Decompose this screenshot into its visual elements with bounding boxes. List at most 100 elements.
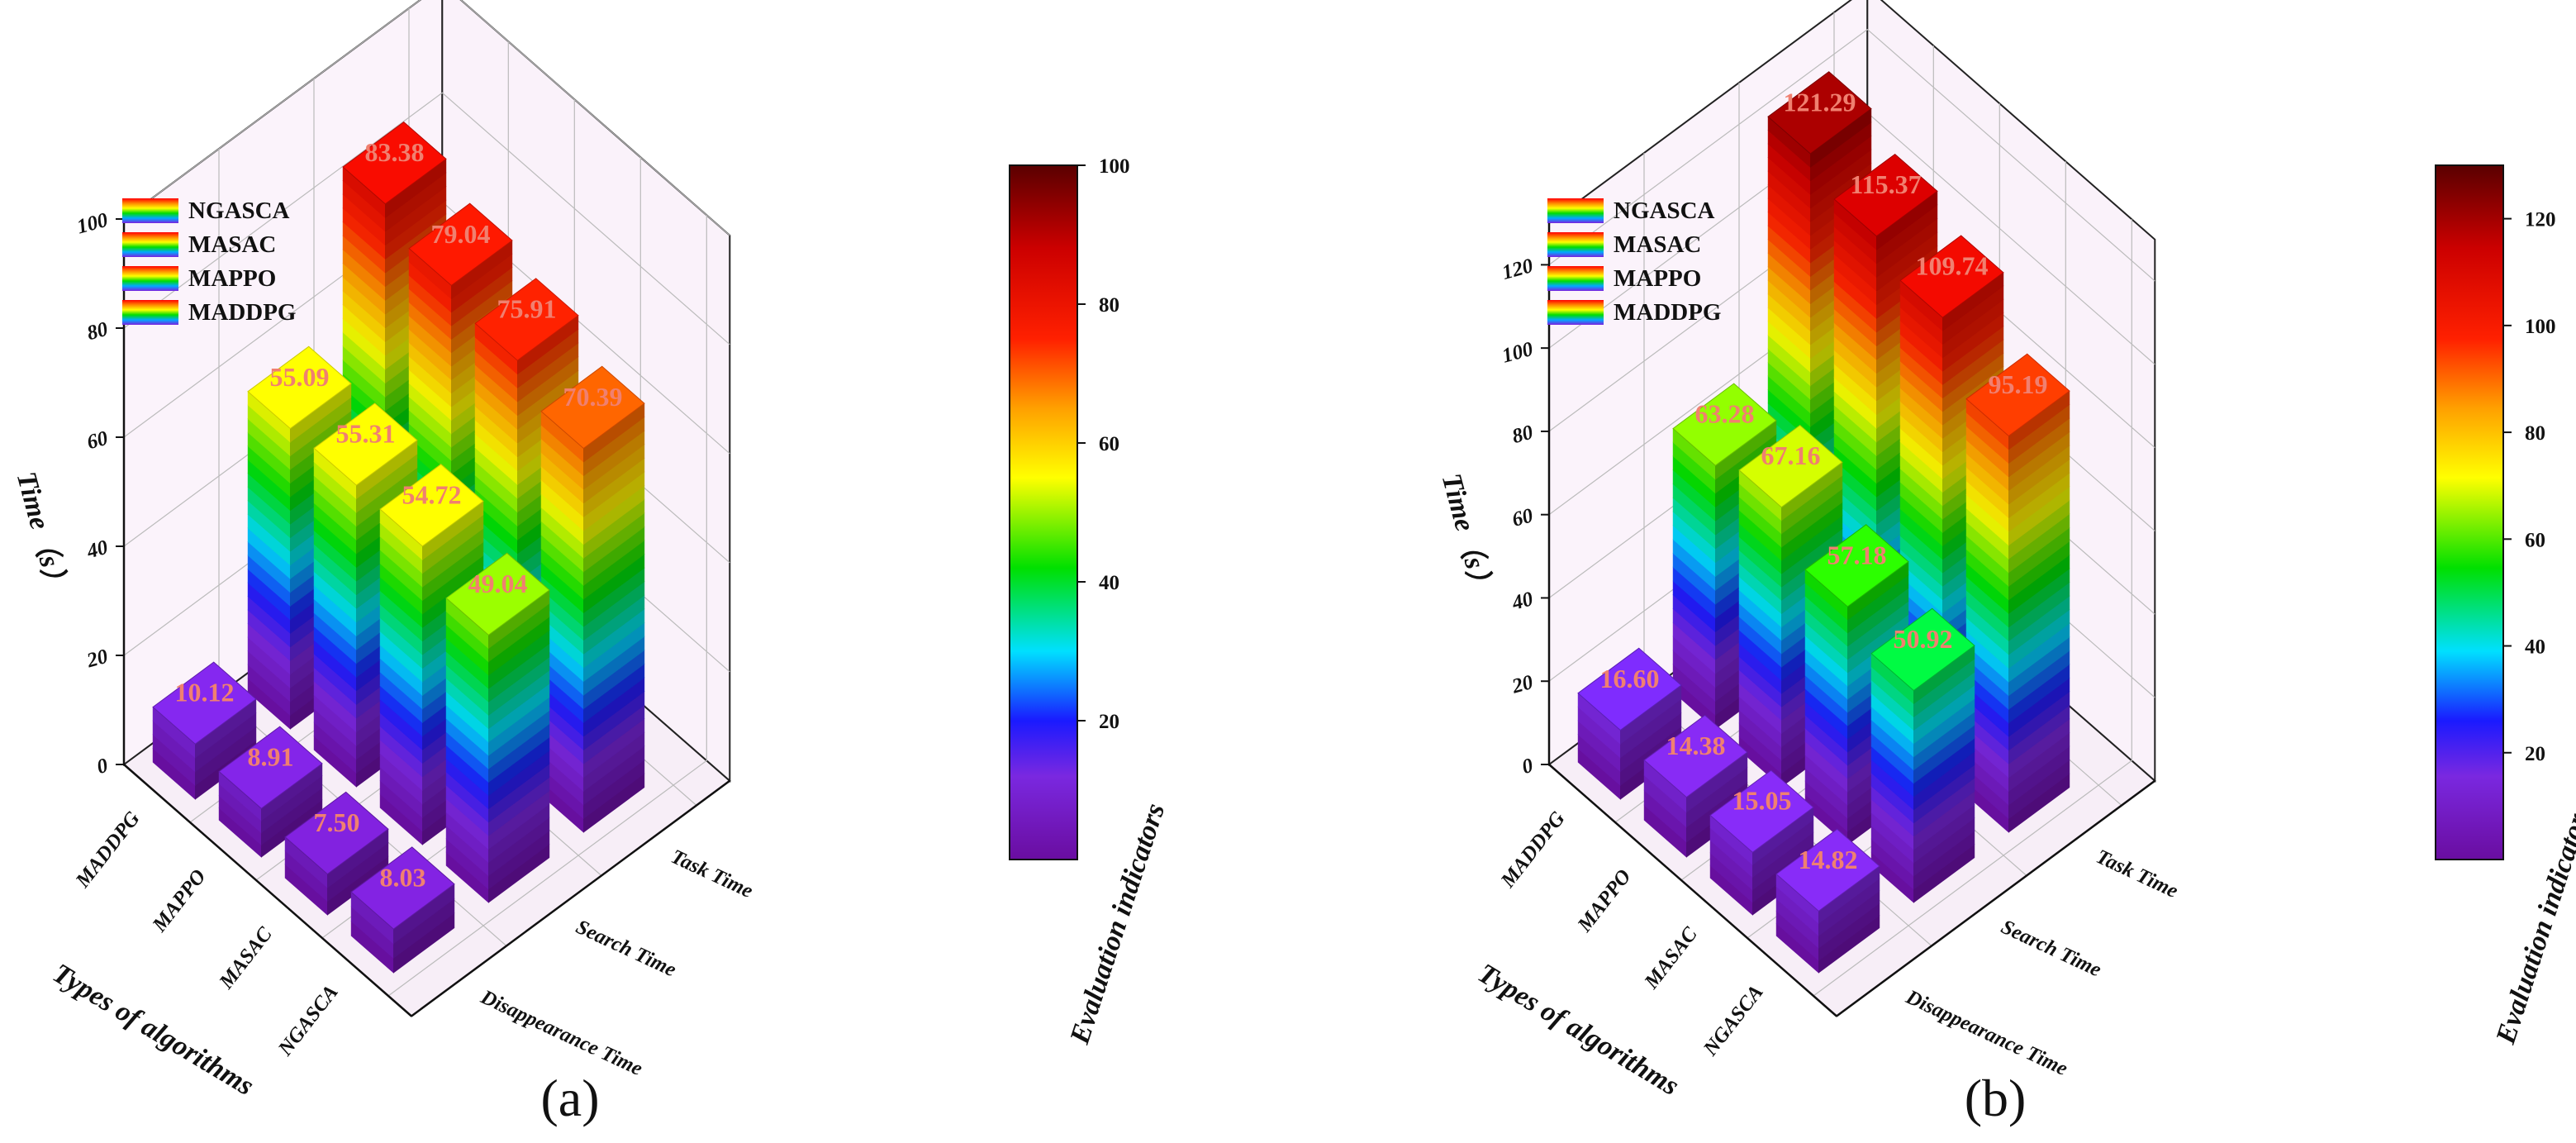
bar-top xyxy=(379,464,484,547)
y-tick-label: Search Time xyxy=(1998,916,2105,982)
z-tick-label: 40 xyxy=(1509,588,1536,615)
grid-line-z xyxy=(1548,28,2155,282)
z-tick-label: 60 xyxy=(1509,504,1536,531)
grid-line-z xyxy=(123,92,730,345)
z-tick-label: 60 xyxy=(84,427,111,455)
bar-top xyxy=(1577,647,1682,731)
bar-top xyxy=(1833,153,1938,237)
z-tick-label: 100 xyxy=(1499,338,1536,368)
bar-value-label: 14.38 xyxy=(1666,731,1726,760)
legend-swatch xyxy=(122,198,178,223)
colorbar-gradient xyxy=(2435,164,2504,860)
bar-ngasca-0: 14.82 xyxy=(1775,828,1880,974)
bar-value-label: 67.16 xyxy=(1761,441,1821,470)
z-tick-label: 20 xyxy=(1509,671,1536,698)
bar-top xyxy=(1965,353,2070,437)
z-tick-label: 80 xyxy=(84,318,111,345)
bar-top xyxy=(350,846,455,930)
bar-top xyxy=(1775,828,1880,912)
bar-value-label: 16.60 xyxy=(1600,664,1660,693)
bar-top xyxy=(1870,607,1975,692)
bar-value-label: 50.92 xyxy=(1894,624,1953,654)
legend-entry: MASAC xyxy=(1614,231,1701,258)
legend-entry: MAPPO xyxy=(1614,265,1701,292)
legend: NGASCA MASAC MAPPO MADDPG xyxy=(1547,198,1721,326)
bar-masac-0: 7.50 xyxy=(284,791,389,916)
bar-top xyxy=(313,402,418,486)
bar-value-label: 75.91 xyxy=(497,293,557,323)
colorbar-tick-label: 20 xyxy=(2525,743,2545,765)
bar-top xyxy=(1709,769,1814,853)
colorbar-tick-label: 60 xyxy=(2525,529,2545,551)
bar-top xyxy=(152,661,257,745)
x-tick-label: MAPPO xyxy=(1573,865,1636,936)
bar-ngasca-2: 95.19 xyxy=(1965,353,2070,833)
bar-value-label: 15.05 xyxy=(1732,786,1792,816)
grid-line-x xyxy=(1813,219,2132,997)
bar-value-label: 55.09 xyxy=(270,362,330,392)
z-axis: 0 20 40 60 80 100 120 Time（s） xyxy=(1436,223,1551,779)
legend-entry: NGASCA xyxy=(188,198,290,224)
bar-maddpg-0: 16.60 xyxy=(1577,647,1682,800)
z-tick-label: 80 xyxy=(1509,421,1536,449)
z-tick-label: 20 xyxy=(83,645,111,673)
bar-top xyxy=(1672,383,1777,466)
colorbar: 20 40 60 80 100 Evaluation indicators xyxy=(1009,155,1171,1048)
bar-value-label: 54.72 xyxy=(402,479,462,509)
x-axis-line xyxy=(123,764,412,1017)
colorbar-tick-label: 60 xyxy=(1099,433,1119,455)
bar-ngasca-2: 70.39 xyxy=(540,365,645,833)
colorbar-tick-label: 120 xyxy=(2525,209,2556,231)
bar-top xyxy=(1899,235,2004,318)
bar-value-label: 8.91 xyxy=(248,742,294,772)
colorbar-tick-label: 40 xyxy=(2525,636,2545,659)
colorbar-tick-label: 40 xyxy=(1099,572,1119,594)
bar-value-label: 55.31 xyxy=(336,418,396,448)
bar-value-label: 115.37 xyxy=(1850,169,1921,199)
panel-label: (a) xyxy=(540,1069,599,1127)
bar-top xyxy=(1643,714,1748,798)
bar-value-label: 49.04 xyxy=(468,569,528,598)
legend-entry: MAPPO xyxy=(188,265,276,292)
x-axis-line xyxy=(1548,764,1837,1017)
x-tick-label: MAPPO xyxy=(148,865,211,936)
x-tick-label: MADDPG xyxy=(1496,807,1570,893)
z-axis-title: Time（s） xyxy=(11,469,74,598)
bar-top xyxy=(1804,524,1909,607)
bar-top xyxy=(474,278,579,361)
z-tick-label: 40 xyxy=(83,536,111,564)
bar-value-label: 8.03 xyxy=(380,863,426,893)
grid-line-x xyxy=(387,215,707,997)
bar-top xyxy=(445,552,550,636)
legend-entry: MASAC xyxy=(188,231,276,258)
colorbar-tick-label: 80 xyxy=(1099,294,1119,317)
legend-entry: MADDPG xyxy=(188,299,296,326)
legend-swatch xyxy=(122,232,178,257)
bar-value-label: 121.29 xyxy=(1784,87,1856,117)
bar-top xyxy=(342,121,447,205)
y-tick-label: Task Time xyxy=(2093,845,2181,902)
bar-value-label: 63.28 xyxy=(1695,399,1755,429)
bar-top xyxy=(218,726,323,809)
colorbar-tick-label: 100 xyxy=(1099,155,1130,178)
bar-top xyxy=(408,202,513,287)
bar-value-label: 79.04 xyxy=(431,219,491,249)
bar-value-label: 83.38 xyxy=(365,137,425,167)
bar-value-label: 14.82 xyxy=(1799,845,1858,874)
legend-swatch xyxy=(1547,266,1604,291)
z-axis-title: Time（s） xyxy=(1436,470,1499,599)
colorbar-tick-label: 20 xyxy=(1099,711,1119,733)
x-tick-label: MASAC xyxy=(215,923,277,994)
bar-value-label: 57.18 xyxy=(1827,540,1887,569)
y-axis-line xyxy=(411,779,730,1017)
z-tick-label: 100 xyxy=(74,209,111,239)
bar-top xyxy=(284,791,389,875)
bar-top xyxy=(1738,424,1843,508)
y-tick-label: Disappearance Time xyxy=(477,986,646,1081)
x-tick-label: MADDPG xyxy=(71,807,145,893)
legend-swatch xyxy=(1547,198,1604,223)
